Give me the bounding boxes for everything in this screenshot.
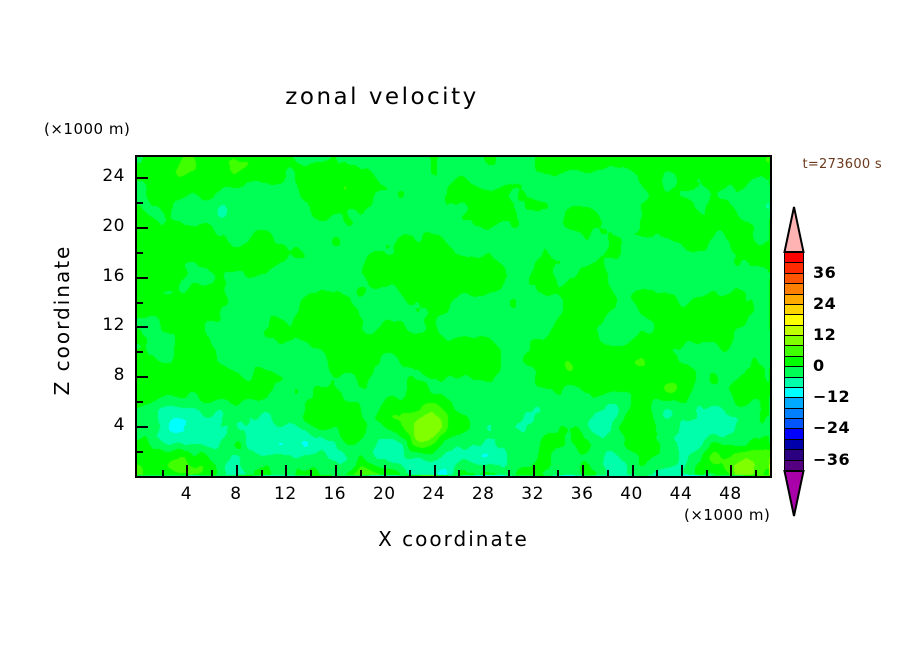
y-tick [137,276,148,279]
contour-plot-area[interactable] [135,155,772,478]
x-axis-title: X coordinate [378,527,529,551]
y-tick-label: 20 [102,215,125,236]
y-tick [137,451,143,454]
x-tick [557,470,560,476]
y-tick [137,426,148,429]
x-tick-label: 32 [521,484,544,504]
x-tick [680,465,683,476]
y-tick-label: 4 [113,415,125,436]
x-tick [507,470,510,476]
x-tick-label: 24 [422,484,446,504]
x-tick [161,470,164,476]
x-tick [235,465,238,476]
x-axis-units-label: (×1000 m) [684,506,771,524]
x-tick-label: 4 [180,484,193,504]
y-tick [137,401,143,404]
colorbar[interactable]: 36 24 12 0 −12 −24 −36 [780,206,850,517]
x-tick-label: 48 [719,484,742,504]
y-tick [137,351,143,354]
colorbar-tick-label: 0 [813,356,825,376]
x-tick-label: 8 [230,484,242,504]
x-tick [384,465,387,476]
colorbar-tick-label: 36 [813,262,837,282]
y-tick [137,301,143,304]
y-tick [137,226,148,229]
x-tick-label: 40 [620,484,643,504]
time-stamp-annotation: t=273600 s [802,157,882,172]
colorbar-tick-label: 12 [813,325,837,345]
x-tick [211,470,214,476]
page-title: zonal velocity [285,84,479,110]
x-tick-label: 44 [669,484,693,504]
x-tick [755,470,758,476]
y-tick [137,201,143,204]
x-tick [483,465,486,476]
contour-field-canvas [137,157,770,476]
x-tick [458,470,461,476]
y-tick-label: 24 [102,165,125,186]
x-tick [656,470,659,476]
colorbar-under-arrow [783,470,805,517]
colorbar-tick-label: −24 [813,418,851,438]
y-tick-label: 16 [102,265,125,286]
z-axis-title: Z coordinate [50,244,74,396]
x-tick [408,470,411,476]
y-tick [137,376,148,379]
colorbar-over-arrow [783,206,805,253]
x-tick-label: 16 [323,484,347,504]
x-tick [582,465,585,476]
z-axis-units-label: (×1000 m) [44,120,131,138]
x-tick [631,465,634,476]
y-tick-label: 12 [102,315,125,336]
x-tick [532,465,535,476]
x-tick [730,465,733,476]
x-tick [310,470,313,476]
y-tick-label: 8 [113,365,125,386]
x-tick-label: 36 [570,484,594,504]
x-tick [433,465,436,476]
x-tick [285,465,288,476]
x-tick [359,470,362,476]
x-tick-label: 28 [471,484,495,504]
x-tick-label: 20 [372,484,396,504]
colorbar-tick-label: 24 [813,293,837,313]
x-tick [606,470,609,476]
y-tick [137,251,143,254]
colorbar-tick-label: −36 [813,449,851,469]
x-tick [705,470,708,476]
x-tick [260,470,263,476]
x-tick-label: 12 [274,484,297,504]
y-tick [137,326,148,329]
y-tick [137,176,148,179]
x-tick [186,465,189,476]
colorbar-tick-label: −12 [813,387,851,407]
x-tick [334,465,337,476]
